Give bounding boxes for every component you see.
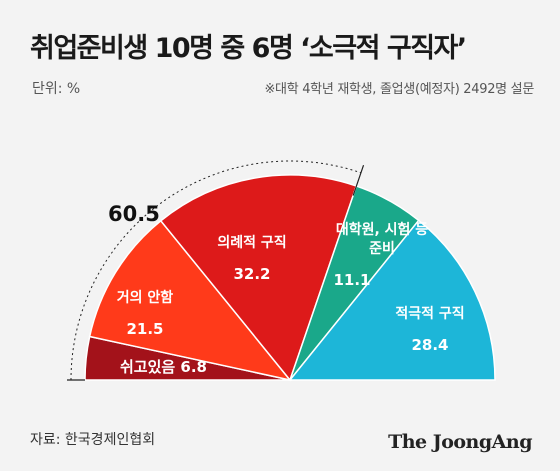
chart-segments — [84, 174, 496, 382]
group-arc — [70, 160, 362, 381]
segment-label-5: 적극적 구직 — [395, 305, 464, 322]
publisher-logo: The JoongAng — [388, 431, 532, 453]
segment-value-5: 28.4 — [411, 336, 448, 354]
segment-label-3: 의례적 구직 — [217, 234, 286, 251]
segment-label-2: 거의 안함 — [117, 289, 174, 306]
source-label: 자료: 한국경제인협회 — [30, 432, 156, 448]
segment-value-2: 21.5 — [126, 320, 163, 338]
chart-title: 취업준비생 10명 중 6명 ‘소극적 구직자’ — [30, 33, 467, 64]
chart-guides: 60.5 — [67, 160, 365, 381]
group-guide-end — [352, 165, 365, 196]
segment-label-4: 대학원, 시험 등 준비 — [336, 221, 428, 257]
group-total-value: 60.5 — [108, 202, 160, 226]
segment-value-4: 11.1 — [333, 271, 370, 289]
segment-label-1: 쉬고있음 6.8 — [120, 358, 207, 376]
unit-label: 단위: % — [32, 81, 81, 97]
chart-labels: 쉬고있음 6.8 거의 안함 21.5 의례적 구직 32.2 대학원, 시험 등 준비 11… — [117, 221, 465, 376]
segment-value-3: 32.2 — [233, 265, 270, 283]
segment-2 — [88, 219, 292, 382]
segment-5 — [288, 219, 496, 381]
survey-note: ※대학 4학년 재학생, 졸업생(예정자) 2492명 설문 — [264, 82, 534, 97]
